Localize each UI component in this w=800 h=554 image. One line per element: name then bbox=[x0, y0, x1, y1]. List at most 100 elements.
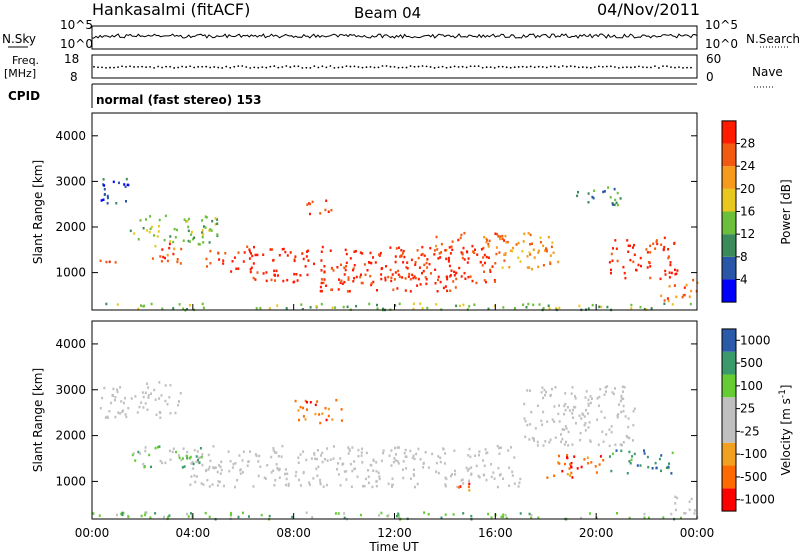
data-cell bbox=[571, 476, 574, 479]
colorbar-swatch bbox=[722, 166, 736, 189]
data-cell bbox=[496, 233, 499, 236]
data-cell bbox=[591, 195, 594, 199]
data-cell bbox=[201, 219, 204, 222]
data-cell bbox=[614, 443, 617, 446]
data-cell bbox=[482, 459, 485, 462]
data-cell bbox=[545, 390, 548, 394]
data-cell bbox=[147, 394, 150, 397]
data-cell bbox=[581, 412, 584, 415]
data-cell bbox=[268, 514, 271, 518]
data-cell bbox=[280, 455, 283, 458]
data-cell bbox=[360, 451, 363, 454]
nave-dot bbox=[217, 66, 220, 69]
data-cell bbox=[668, 462, 670, 465]
data-cell bbox=[129, 229, 132, 233]
data-cell bbox=[502, 477, 504, 480]
data-cell bbox=[209, 459, 212, 463]
nave-dot bbox=[121, 65, 123, 68]
station-title: Hankasalmi (fitACF) bbox=[92, 0, 250, 19]
data-cell bbox=[161, 307, 164, 310]
nave-dot bbox=[365, 66, 368, 69]
data-cell bbox=[643, 307, 646, 311]
power-marks bbox=[99, 177, 699, 312]
data-cell bbox=[419, 283, 422, 286]
data-cell bbox=[424, 451, 427, 454]
data-cell bbox=[529, 243, 532, 246]
nave-dot bbox=[117, 66, 119, 69]
data-cell bbox=[324, 458, 326, 461]
data-cell bbox=[411, 456, 414, 460]
data-cell bbox=[498, 474, 501, 477]
data-cell bbox=[453, 449, 456, 452]
data-cell bbox=[394, 459, 397, 462]
data-cell bbox=[102, 198, 105, 201]
data-cell bbox=[570, 466, 573, 469]
data-cell bbox=[187, 515, 190, 518]
data-cell bbox=[448, 264, 451, 268]
data-cell bbox=[465, 466, 468, 470]
data-cell bbox=[167, 515, 170, 519]
data-cell bbox=[422, 466, 425, 469]
data-cell bbox=[206, 265, 208, 268]
data-cell bbox=[190, 230, 193, 234]
data-cell bbox=[269, 248, 272, 251]
nave-dot bbox=[413, 65, 416, 68]
data-cell bbox=[558, 462, 561, 465]
data-cell bbox=[663, 236, 666, 240]
data-cell bbox=[451, 248, 454, 251]
data-cell bbox=[667, 465, 670, 469]
nave-dot bbox=[333, 66, 336, 69]
data-cell bbox=[389, 268, 392, 272]
data-cell bbox=[511, 474, 514, 477]
data-cell bbox=[531, 436, 534, 440]
freq-unit-label: [MHz] bbox=[4, 67, 36, 80]
data-cell bbox=[230, 511, 233, 515]
data-cell bbox=[467, 275, 470, 279]
data-cell bbox=[144, 513, 147, 517]
data-cell bbox=[439, 456, 442, 460]
data-cell bbox=[474, 248, 476, 251]
data-cell bbox=[513, 482, 516, 485]
data-cell bbox=[168, 242, 171, 246]
data-cell bbox=[426, 258, 429, 261]
data-cell bbox=[169, 383, 172, 387]
data-cell bbox=[204, 226, 207, 229]
data-cell bbox=[531, 242, 533, 245]
data-cell bbox=[412, 302, 415, 306]
data-cell bbox=[121, 513, 124, 517]
data-cell bbox=[202, 233, 205, 236]
data-cell bbox=[683, 286, 686, 289]
data-cell bbox=[258, 454, 261, 458]
data-cell bbox=[404, 455, 407, 458]
data-cell bbox=[418, 266, 421, 269]
nave-dot bbox=[541, 66, 544, 68]
data-cell bbox=[343, 512, 346, 515]
nave-dot bbox=[617, 67, 620, 69]
data-cell bbox=[530, 267, 533, 271]
nave-dot bbox=[609, 65, 612, 68]
data-cell bbox=[529, 233, 532, 237]
data-cell bbox=[166, 253, 169, 257]
data-cell bbox=[222, 262, 225, 265]
data-cell bbox=[393, 457, 396, 460]
data-cell bbox=[688, 500, 691, 503]
nsky-top-tick: 10^5 bbox=[60, 18, 93, 32]
velocity-colorbar-label: Velocity [m s-1] bbox=[778, 385, 793, 476]
data-cell bbox=[178, 456, 181, 460]
data-cell bbox=[675, 272, 678, 275]
data-cell bbox=[480, 248, 483, 251]
data-cell bbox=[313, 262, 315, 266]
data-cell bbox=[437, 455, 440, 458]
data-cell bbox=[565, 427, 568, 430]
data-cell bbox=[529, 389, 531, 392]
data-cell bbox=[558, 420, 561, 423]
data-cell bbox=[605, 390, 607, 393]
nave-dot bbox=[589, 66, 592, 69]
data-cell bbox=[507, 449, 510, 452]
data-cell bbox=[161, 248, 164, 251]
data-cell bbox=[569, 474, 571, 477]
data-cell bbox=[611, 259, 614, 262]
nave-dot bbox=[529, 65, 532, 68]
data-cell bbox=[296, 279, 299, 282]
